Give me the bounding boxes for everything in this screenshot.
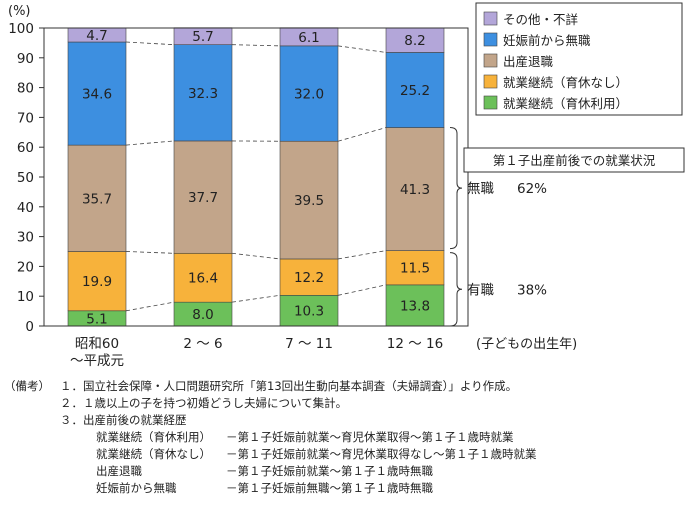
data-label: 8.2 — [404, 33, 425, 49]
connector-line — [125, 41, 175, 46]
legend-swatch — [483, 32, 498, 47]
data-label: 34.6 — [82, 87, 112, 103]
x-axis-note: (子どもの出生年) — [476, 337, 577, 352]
data-label: 25.2 — [400, 83, 430, 99]
bar-segment — [279, 258, 339, 296]
connector-line — [337, 250, 387, 260]
definition-desc-2: －第１子妊娠前就業～育児休業取得なし～第１子１歳時就業 — [226, 447, 537, 461]
bar-segment — [173, 140, 233, 254]
data-label: 32.3 — [188, 86, 218, 102]
legend-box — [475, 2, 683, 116]
legend-swatch — [483, 74, 498, 89]
brace-unemployed — [449, 127, 463, 250]
legend-swatch — [483, 11, 498, 26]
data-label: 13.8 — [400, 298, 430, 314]
brace-employed — [449, 252, 463, 327]
x-tick-label: ～平成元 — [70, 353, 124, 369]
data-label: 4.7 — [86, 28, 107, 44]
data-label: 10.3 — [294, 304, 324, 320]
x-tick-label: 2 ～ 6 — [183, 336, 222, 352]
y-tick-label: 90 — [17, 51, 34, 67]
legend-label: 妊娠前から無職 — [503, 33, 591, 48]
data-label: 5.1 — [86, 311, 107, 327]
stacked-bar-chart: 5.1 19.9 35.7 34.6 4.7 8.0 16.4 37.7 32.3 5.7 10.3… — [8, 2, 685, 369]
annotation-label-employed: 有職 — [467, 282, 494, 298]
data-label: 39.5 — [294, 193, 324, 209]
y-tick-label: 20 — [17, 259, 34, 275]
annotation-title: 第１子出産前後での就業状況 — [493, 153, 656, 168]
legend-label: 就業継続（育休利用） — [503, 96, 628, 111]
bar-segment — [385, 52, 445, 128]
note-item-1: １．国立社会保障・人口問題研究所「第13回出生動向基本調査（夫婦調査）」より作成… — [60, 379, 518, 393]
data-label: 8.0 — [192, 307, 213, 323]
bar-segment — [279, 295, 339, 327]
bar-segment — [279, 45, 339, 142]
connector-line — [337, 127, 387, 142]
y-tick-label: 70 — [17, 110, 34, 126]
definition-term-2: 就業継続（育休なし） — [96, 447, 211, 461]
definition-term-3: 出産退職 — [96, 464, 142, 478]
definition-term-4: 妊娠前から無職 — [96, 481, 177, 495]
annotation-value-unemployed: 62% — [517, 181, 547, 197]
bar-segment — [67, 251, 127, 312]
bar-segment — [173, 252, 233, 303]
data-label: 16.4 — [188, 271, 218, 287]
note-item-2: ２．１歳以上の子を持つ初婚どうし夫婦について集計。 — [60, 396, 348, 410]
data-label: 19.9 — [82, 274, 112, 290]
annotation-value-employed: 38% — [517, 282, 547, 298]
definition-desc-1: －第１子妊娠前就業～育児休業取得～第１子１歳時就業 — [226, 430, 514, 444]
y-tick-label: 30 — [17, 230, 34, 246]
legend-label: その他・不詳 — [503, 12, 578, 27]
legend-label: 出産退職 — [503, 54, 554, 69]
data-label: 5.7 — [192, 29, 213, 45]
bar-segment — [385, 127, 445, 251]
y-tick-label: 50 — [17, 170, 34, 186]
data-label: 37.7 — [188, 190, 218, 206]
y-tick-label: 100 — [8, 21, 34, 37]
y-tick-label: 80 — [17, 81, 34, 97]
legend-swatch — [483, 53, 498, 68]
data-label: 6.1 — [298, 30, 319, 46]
bar-segment — [67, 41, 127, 146]
data-label: 41.3 — [400, 182, 430, 198]
data-label: 11.5 — [400, 261, 430, 277]
bar-segment — [385, 250, 445, 286]
connector-line — [231, 44, 281, 47]
connector-line — [231, 252, 281, 260]
legend-swatch — [483, 95, 498, 110]
connector-line — [125, 301, 175, 312]
definition-desc-4: －第１子妊娠前無職～第１子１歳時無職 — [226, 481, 433, 495]
bar-segment — [173, 44, 233, 142]
connector-line — [231, 294, 281, 303]
data-label: 35.7 — [82, 191, 112, 207]
annotation-title-box — [463, 147, 685, 173]
y-unit-label: (%) — [8, 4, 31, 19]
y-tick-label: 10 — [17, 289, 34, 305]
connector-line — [125, 140, 175, 146]
notes-heading: （備考） — [4, 379, 50, 393]
annotation-label-unemployed: 無職 — [467, 181, 494, 197]
x-tick-label: 12 ～ 16 — [387, 336, 443, 352]
y-tick-label: 60 — [17, 140, 34, 156]
definition-desc-3: －第１子妊娠前就業～第１子１歳時無職 — [226, 464, 433, 478]
y-tick-label: 0 — [25, 319, 34, 335]
bar-segment — [385, 27, 445, 53]
note-item-3: ３．出産前後の就業経歴 — [60, 413, 187, 427]
y-tick-label: 40 — [17, 200, 34, 216]
connector-line — [337, 45, 387, 53]
x-tick-label: 昭和60 — [75, 336, 119, 352]
x-tick-label: 7 ～ 11 — [285, 336, 333, 352]
connector-line — [337, 284, 387, 296]
bar-segment — [385, 284, 445, 327]
legend-label: 就業継続（育休なし） — [503, 75, 628, 90]
connector-line — [125, 251, 175, 254]
definition-term-1: 就業継続（育休利用） — [96, 430, 211, 444]
data-label: 12.2 — [294, 270, 324, 286]
data-label: 32.0 — [294, 87, 324, 103]
